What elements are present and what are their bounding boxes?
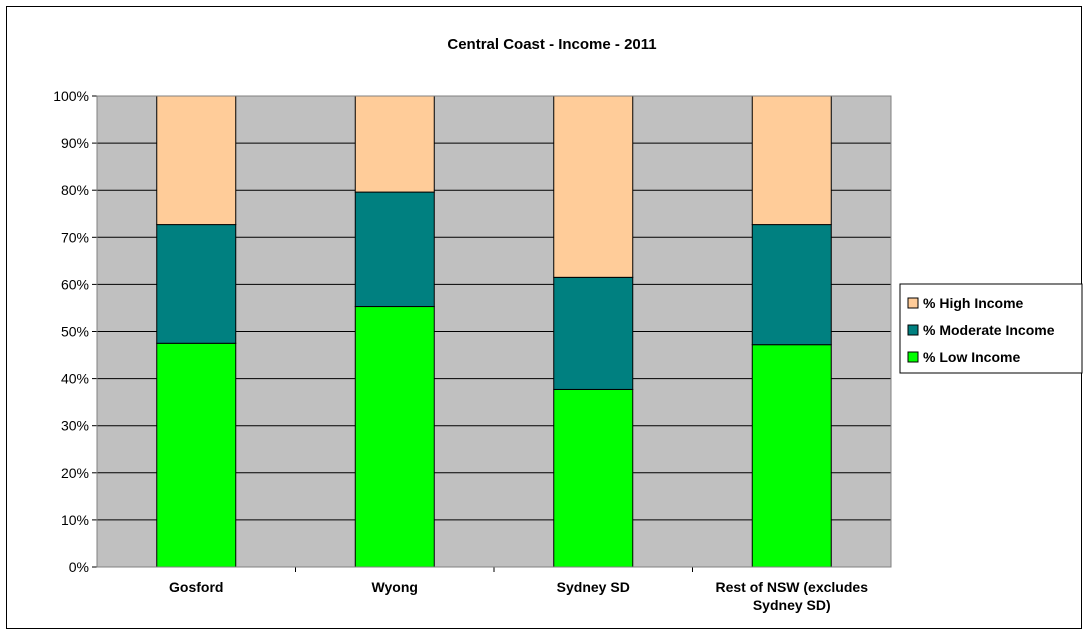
bar-segment [156,224,237,344]
bar-segment [156,95,237,226]
legend-label: % Low Income [923,349,1020,365]
bar-segment [553,95,634,278]
legend-box [899,283,1083,374]
bar-segment [354,95,435,193]
chart-title: Central Coast - Income - 2011 [447,36,656,53]
plot-border [96,95,892,568]
legend-label: % Moderate Income [923,322,1055,338]
y-tick-label: 70% [61,229,89,245]
y-tick-label: 90% [61,135,89,151]
y-tick-label: 80% [61,182,89,198]
y-tick-label: 50% [61,324,89,340]
bar-segment [354,191,435,308]
legend: % High Income % Moderate Income % Low Inco… [899,283,1083,374]
y-tick-label: 60% [61,276,89,292]
y-tick-label: 40% [61,371,89,387]
stacked-bar-chart: Central Coast - Income - 2011 0% 10% 20% 30… [53,36,1083,613]
y-tick-label: 100% [53,88,89,104]
y-tick-label: 10% [61,512,89,528]
bar-segment [751,224,832,346]
y-tick-label: 0% [69,559,89,575]
x-tick-label: Wyong [372,579,418,595]
bar-segment [553,388,634,568]
x-tick-label: Gosford [169,579,223,595]
bar-segment [354,306,435,568]
x-tick-label: Sydney SD) [753,597,831,613]
bar-segment [553,276,634,390]
legend-swatch [907,297,919,309]
y-tick-label: 20% [61,465,89,481]
legend-swatch [907,351,919,363]
chart-frame: Central Coast - Income - 2011 0% 10% 20% 30… [6,6,1083,629]
y-tick-label: 30% [61,418,89,434]
x-tick-label: Sydney SD [557,579,630,595]
legend-swatch [907,324,919,336]
legend-label: % High Income [923,295,1024,311]
bar-segment [751,344,832,568]
bar-segment [156,342,237,568]
plot-area: 0% 10% 20% 30% 40% 50% 60% 70% 80% 90% 100% Gosford… [53,88,892,613]
x-tick-label: Rest of NSW (excludes [716,579,869,595]
bar-segment [751,95,832,226]
